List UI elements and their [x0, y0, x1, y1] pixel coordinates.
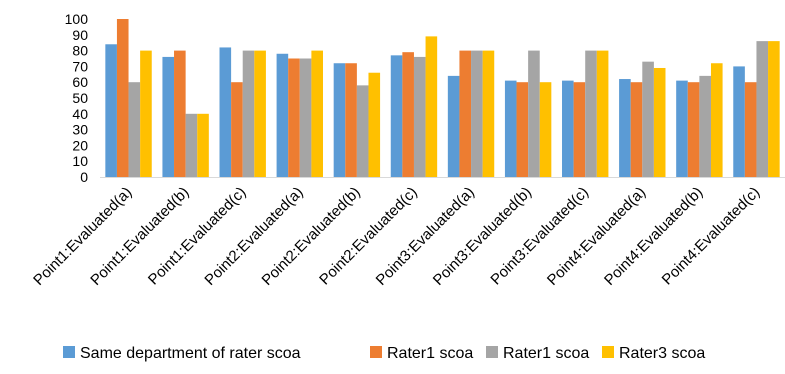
bar-series3-2 — [185, 113, 198, 177]
y-tick-label: 10 — [72, 153, 88, 169]
y-tick-label: 20 — [72, 137, 88, 153]
bar-series4-7 — [482, 50, 495, 177]
y-tick-label: 50 — [72, 90, 88, 106]
bar-series2-1 — [116, 19, 129, 177]
bar-series4-1 — [140, 50, 152, 177]
x-tick-label: Point2:Evaluated(c) — [316, 184, 421, 289]
bar-series4-5 — [368, 72, 381, 177]
bar-series1-2 — [162, 56, 175, 177]
bar-series2-3 — [231, 82, 243, 177]
x-tick-label: Point3:Evaluated(c) — [487, 184, 592, 289]
x-axis: Point1:Evaluated(a)Point1:Evaluated(b)Po… — [30, 177, 785, 289]
bar-series3-5 — [356, 85, 369, 177]
legend-swatch — [63, 346, 75, 358]
bar-series1-12 — [733, 66, 745, 177]
bar-series2-6 — [402, 52, 414, 177]
bar-series1-1 — [105, 44, 117, 177]
bar-series1-8 — [504, 80, 517, 177]
bar-series2-5 — [345, 63, 357, 177]
bars — [105, 19, 780, 178]
bar-series1-11 — [676, 80, 688, 177]
bar-series2-2 — [174, 50, 186, 177]
bar-series4-4 — [311, 50, 323, 177]
x-tick-label: Point3:Evaluated(a) — [373, 184, 478, 289]
legend-swatch — [370, 346, 382, 358]
bar-series3-11 — [699, 75, 711, 177]
x-tick-label: Point4:Evaluated(a) — [544, 184, 649, 289]
bar-series4-12 — [768, 41, 780, 178]
bar-series1-9 — [562, 80, 574, 177]
x-tick-label: Point1:Evaluated(a) — [30, 184, 135, 289]
x-tick-label: Point2:Evaluated(a) — [201, 184, 306, 289]
y-tick-label: 30 — [72, 122, 88, 138]
y-tick-label: 100 — [65, 11, 89, 27]
bar-series4-2 — [197, 113, 209, 177]
bar-series4-6 — [425, 36, 438, 177]
bar-series4-10 — [653, 67, 666, 177]
bar-series2-9 — [573, 82, 586, 177]
legend-label: Rater1 scoa — [503, 345, 589, 362]
bar-series1-3 — [219, 47, 232, 177]
bar-series2-11 — [687, 82, 700, 177]
legend-label: Same department of rater scoa — [80, 345, 301, 362]
y-tick-label: 90 — [72, 27, 88, 43]
bar-series1-4 — [276, 53, 289, 178]
bar-series2-7 — [459, 50, 472, 177]
x-tick-label: Point3:Evaluated(b) — [430, 184, 535, 289]
legend-label: Rater1 scoa — [387, 345, 473, 362]
bar-series3-6 — [413, 56, 426, 177]
bar-series4-11 — [710, 63, 723, 177]
y-tick-label: 0 — [80, 169, 88, 185]
y-tick-label: 80 — [72, 43, 88, 59]
x-tick-label: Point4:Evaluated(b) — [601, 184, 706, 289]
bar-series2-8 — [516, 82, 529, 177]
bar-series2-10 — [630, 82, 643, 177]
y-tick-label: 60 — [72, 74, 88, 90]
legend: Same department of rater scoa Rater1 scoa… — [63, 345, 705, 362]
bar-series4-8 — [539, 82, 552, 177]
x-tick-label: Point1:Evaluated(b) — [87, 184, 192, 289]
bar-series1-10 — [619, 79, 631, 177]
legend-swatch — [602, 346, 614, 358]
x-tick-label: Point4:Evaluated(c) — [659, 184, 764, 289]
bar-series4-3 — [254, 50, 266, 177]
bar-series1-5 — [333, 63, 346, 177]
legend-label: Rater3 scoa — [619, 345, 705, 362]
x-tick-label: Point2:Evaluated(b) — [259, 184, 364, 289]
x-tick-label: Point1:Evaluated(c) — [145, 184, 250, 289]
bar-series3-12 — [756, 41, 769, 178]
bar-series3-1 — [128, 82, 141, 177]
legend-swatch — [486, 346, 498, 358]
bar-series2-4 — [288, 58, 300, 177]
bar-series3-4 — [299, 58, 312, 177]
bar-series4-9 — [596, 50, 609, 177]
bar-series3-8 — [528, 50, 540, 177]
bar-series3-10 — [642, 61, 654, 177]
bar-series3-7 — [471, 50, 483, 177]
bar-series3-3 — [242, 50, 255, 177]
bar-series1-7 — [447, 75, 460, 177]
bar-series2-12 — [744, 82, 757, 177]
bar-series3-9 — [585, 50, 597, 177]
bar-series1-6 — [390, 55, 403, 178]
y-tick-label: 40 — [72, 106, 88, 122]
y-tick-label: 70 — [72, 58, 88, 74]
